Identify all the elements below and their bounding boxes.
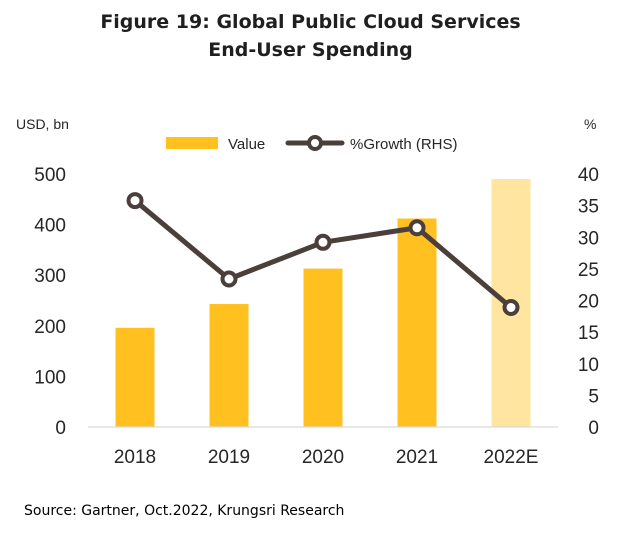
right-tick-label: 25 (578, 260, 599, 281)
growth-point-2020 (314, 233, 332, 251)
source-note: Source: Gartner, Oct.2022, Krungsri Rese… (24, 503, 345, 519)
legend-label-value: Value (228, 136, 265, 153)
left-tick-label: 500 (34, 165, 66, 186)
legend-label-growth: %Growth (RHS) (350, 136, 458, 153)
growth-point-2022E (502, 298, 520, 316)
right-tick-label: 20 (578, 292, 599, 313)
legend-swatch-value (166, 137, 218, 149)
left-axis-label: USD, bn (16, 116, 69, 132)
right-tick-label: 15 (578, 323, 599, 344)
x-tick-label: 2018 (114, 447, 156, 468)
left-tick-label: 0 (55, 418, 66, 439)
bar-2018 (115, 327, 155, 427)
left-tick-label: 100 (34, 367, 66, 388)
right-tick-label: 0 (588, 418, 599, 439)
chart-title: Figure 19: Global Public Cloud Services … (0, 8, 621, 64)
right-tick-label: 5 (588, 386, 599, 407)
x-axis-ticks: 2018 2019 2020 2021 2022E (114, 447, 539, 468)
bar-2019 (209, 304, 249, 427)
chart-title-line-2: End-User Spending (208, 39, 413, 61)
right-tick-label: 35 (578, 197, 599, 218)
right-axis-label: % (584, 116, 596, 132)
bar-2020 (303, 268, 343, 427)
x-tick-label: 2019 (208, 447, 250, 468)
left-tick-label: 400 (34, 216, 66, 237)
left-tick-label: 200 (34, 317, 66, 338)
growth-point-2019 (220, 270, 238, 288)
right-tick-label: 40 (578, 165, 599, 186)
right-tick-label: 10 (578, 355, 599, 376)
legend-swatch-growth-marker (307, 135, 323, 151)
x-tick-label: 2022E (484, 447, 539, 468)
left-axis-ticks: 0 100 200 300 400 500 (34, 165, 66, 439)
x-tick-label: 2021 (396, 447, 438, 468)
growth-line-layer (126, 192, 520, 316)
growth-point-2018 (126, 192, 144, 210)
left-tick-label: 300 (34, 266, 66, 287)
chart-title-line-1: Figure 19: Global Public Cloud Services (100, 11, 521, 33)
growth-point-2021 (408, 219, 426, 237)
legend: Value %Growth (RHS) (166, 135, 458, 153)
bar-2021 (397, 218, 437, 427)
bars-layer (115, 179, 531, 427)
right-axis-ticks: 0 5 10 15 20 25 30 35 40 (578, 165, 599, 439)
right-tick-label: 30 (578, 228, 599, 249)
x-tick-label: 2020 (302, 447, 344, 468)
